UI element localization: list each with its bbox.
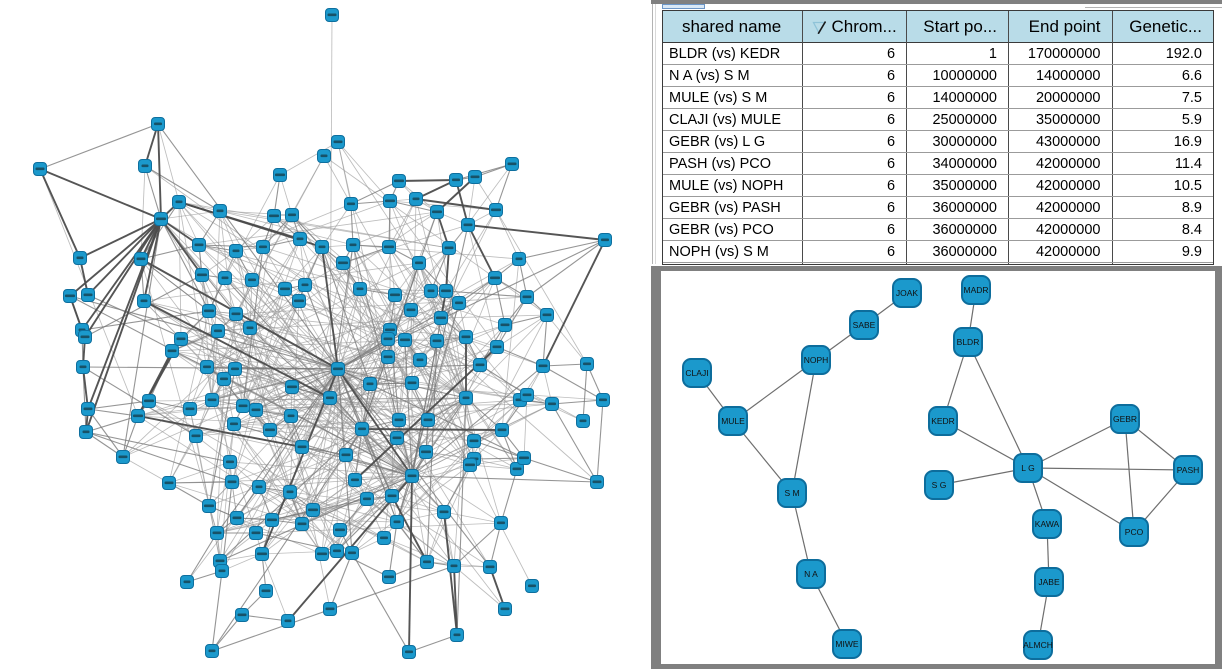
svg-text:N A: N A [804, 569, 818, 579]
svg-text:MULE: MULE [721, 416, 745, 426]
svg-text:MIWE: MIWE [835, 639, 858, 649]
svg-text:JOAK: JOAK [896, 288, 919, 298]
svg-text:NOPH: NOPH [804, 355, 829, 365]
svg-text:BLDR: BLDR [957, 337, 980, 347]
svg-text:ALMCH: ALMCH [1023, 640, 1053, 650]
svg-text:MADR: MADR [963, 285, 988, 295]
svg-text:PCO: PCO [1125, 527, 1144, 537]
svg-text:GEBR: GEBR [1113, 414, 1137, 424]
svg-text:JABE: JABE [1038, 577, 1060, 587]
svg-text:SABE: SABE [853, 320, 876, 330]
svg-text:L G: L G [1021, 463, 1034, 473]
svg-text:KEDR: KEDR [931, 416, 955, 426]
svg-text:CLAJI: CLAJI [685, 368, 708, 378]
svg-text:S M: S M [784, 488, 799, 498]
svg-text:PASH: PASH [1177, 465, 1200, 475]
svg-text:S G: S G [932, 480, 947, 490]
svg-text:KAWA: KAWA [1035, 519, 1060, 529]
